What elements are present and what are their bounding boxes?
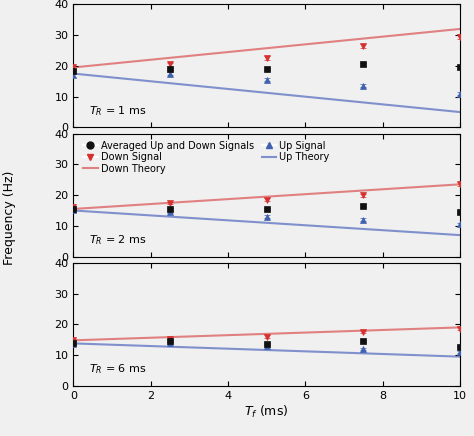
Text: $T_R$ = 1 ms: $T_R$ = 1 ms [89, 104, 146, 118]
Text: $T_R$ = 2 ms: $T_R$ = 2 ms [89, 233, 146, 247]
Text: Frequency (Hz): Frequency (Hz) [3, 171, 16, 265]
X-axis label: $T_f$ (ms): $T_f$ (ms) [245, 403, 289, 419]
Text: $T_R$ = 6 ms: $T_R$ = 6 ms [89, 362, 146, 376]
Legend: Averaged Up and Down Signals, Down Signal, Down Theory, Up Signal, Up Theory: Averaged Up and Down Signals, Down Signa… [82, 140, 330, 174]
